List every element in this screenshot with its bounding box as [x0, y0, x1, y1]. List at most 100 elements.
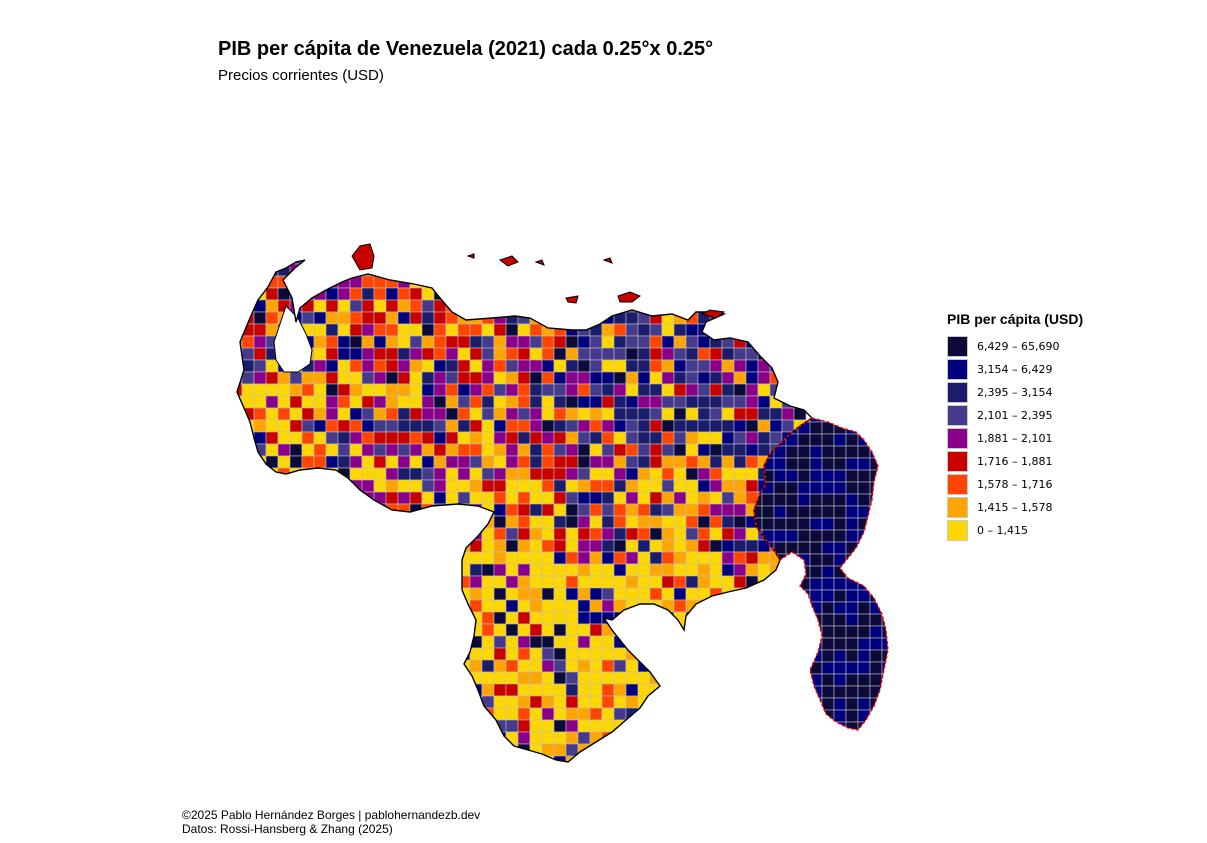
grid-cell: [421, 551, 435, 565]
grid-cell: [265, 467, 279, 481]
grid-cell: [869, 421, 883, 435]
grid-cell: [793, 599, 807, 613]
grid-cell: [673, 455, 687, 469]
grid-cell: [241, 515, 255, 529]
grid-cell: [821, 637, 835, 651]
grid-cell: [313, 515, 327, 529]
grid-cell: [253, 395, 267, 409]
grid-cell: [445, 275, 459, 289]
grid-cell: [445, 359, 459, 373]
grid-cell: [373, 515, 387, 529]
grid-cell: [553, 419, 567, 433]
grid-cell: [265, 647, 279, 661]
grid-cell: [785, 697, 799, 711]
grid-cell: [821, 673, 835, 687]
island: [534, 259, 545, 266]
grid-cell: [673, 707, 687, 721]
grid-cell: [529, 455, 543, 469]
grid-cell: [278, 240, 290, 252]
grid-cell: [301, 563, 315, 577]
grid-cell: [277, 407, 291, 421]
grid-cell: [517, 431, 531, 445]
grid-cell: [469, 359, 483, 373]
grid-cell: [761, 613, 775, 627]
grid-cell: [673, 599, 687, 613]
grid-cell: [349, 743, 363, 757]
grid-cell: [709, 455, 723, 469]
grid-cell: [313, 467, 327, 481]
grid-cell: [625, 731, 639, 745]
grid-cell: [637, 611, 651, 625]
grid-cell: [325, 551, 339, 565]
grid-cell: [433, 311, 447, 325]
grid-cell: [433, 611, 447, 625]
grid-cell: [781, 683, 795, 697]
grid-cell: [881, 541, 888, 555]
grid-cell: [529, 551, 543, 565]
grid-cell: [721, 371, 735, 385]
grid-cell: [773, 661, 787, 675]
grid-cell: [661, 527, 675, 541]
grid-cell: [349, 491, 363, 505]
grid-cell: [517, 647, 531, 661]
grid-cell: [625, 587, 639, 601]
grid-cell: [505, 455, 519, 469]
grid-cell: [733, 539, 747, 553]
grid-cell: [457, 707, 471, 721]
grid-cell: [709, 599, 723, 613]
grid-cell: [685, 515, 699, 529]
grid-cell: [470, 768, 482, 780]
grid-cell: [769, 335, 783, 349]
grid-cell: [277, 515, 291, 529]
grid-cell: [565, 587, 579, 601]
grid-cell: [754, 697, 763, 711]
grid-cell: [589, 527, 603, 541]
grid-cell: [733, 359, 747, 373]
grid-cell: [493, 467, 507, 481]
grid-cell: [797, 457, 811, 471]
grid-cell: [517, 335, 531, 349]
grid-cell: [773, 505, 787, 519]
grid-cell: [541, 671, 555, 685]
grid-cell: [313, 395, 327, 409]
grid-cell: [421, 371, 435, 385]
grid-cell: [373, 371, 387, 385]
grid-cell: [845, 613, 859, 627]
grid-cell: [601, 503, 615, 517]
grid-cell: [745, 611, 759, 625]
grid-cell: [809, 481, 823, 495]
grid-cell: [445, 731, 459, 745]
grid-cell: [373, 539, 387, 553]
grid-cell: [481, 515, 495, 529]
grid-cell: [313, 503, 327, 517]
grid-cell: [433, 491, 447, 505]
grid-cell: [469, 467, 483, 481]
grid-cell: [869, 661, 883, 675]
grid-cell: [589, 563, 603, 577]
grid-cell: [793, 323, 807, 337]
grid-cell: [361, 623, 375, 637]
grid-cell: [541, 467, 555, 481]
grid-cell: [253, 635, 267, 649]
grid-cell: [809, 577, 823, 591]
grid-cell: [733, 323, 747, 337]
grid-cell: [785, 601, 799, 615]
grid-cell: [265, 587, 279, 601]
grid-cell: [457, 575, 471, 589]
grid-cell: [601, 395, 615, 409]
grid-cell: [565, 611, 579, 625]
grid-cell: [265, 395, 279, 409]
grid-cell: [505, 359, 519, 373]
grid-cell: [337, 299, 351, 313]
grid-cell: [797, 637, 811, 651]
grid-cell: [685, 671, 699, 685]
grid-cell: [673, 335, 687, 349]
grid-cell: [301, 611, 315, 625]
grid-cell: [289, 743, 303, 757]
grid-cell: [349, 659, 363, 673]
grid-cell: [793, 659, 807, 673]
grid-cell: [745, 551, 759, 565]
grid-cell: [325, 263, 339, 277]
grid-cell: [277, 443, 291, 457]
grid-cell: [833, 481, 847, 495]
